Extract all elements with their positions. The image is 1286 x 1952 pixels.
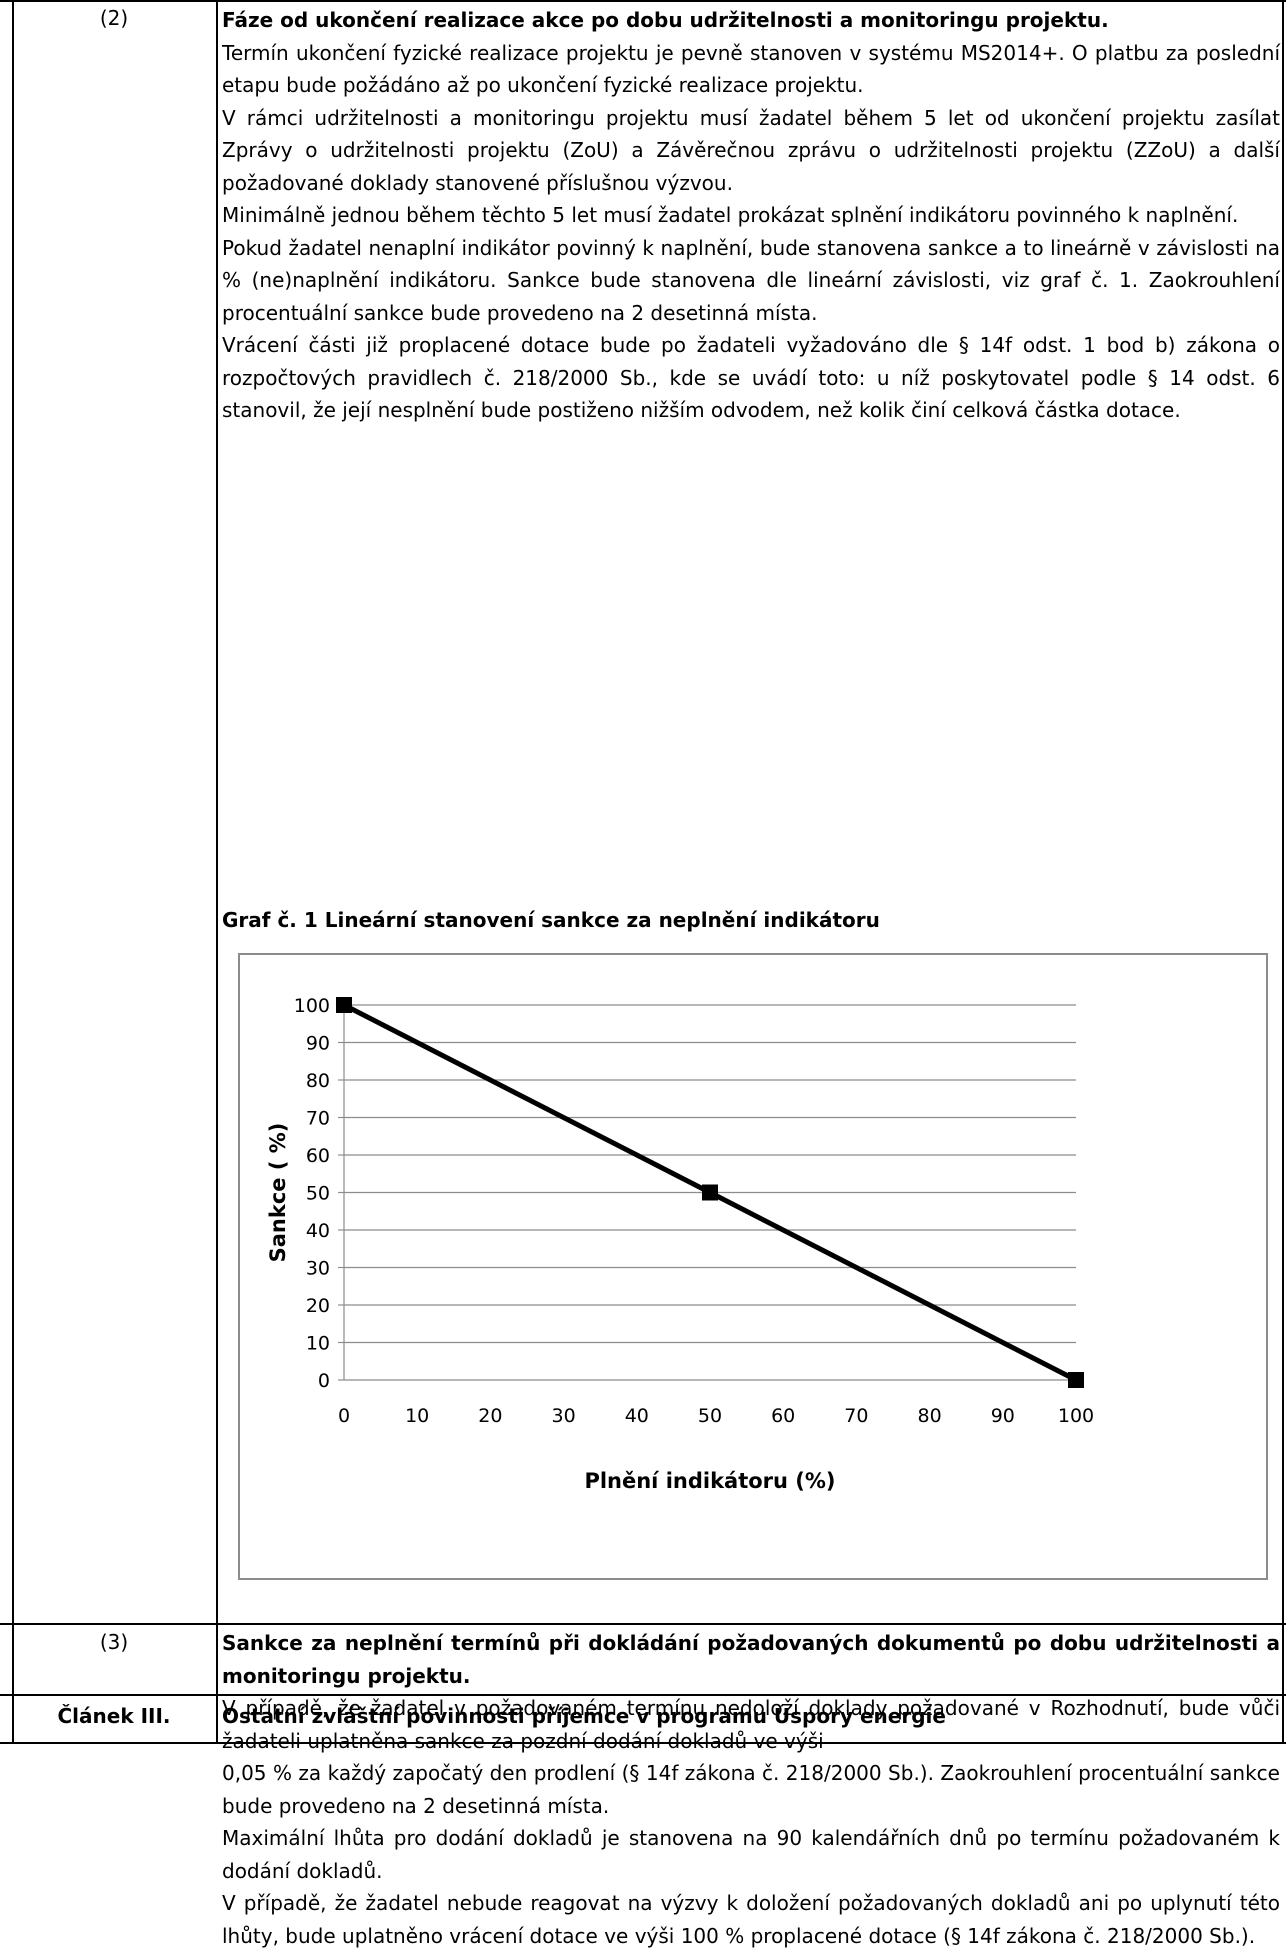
column-divider: [216, 0, 218, 1744]
x-tick-label: 10: [405, 1405, 429, 1427]
line-chart: 0 10 20 30 40 50 60 70 80 90 100 0 10 20 30 40 50 60 70 80 9…: [266, 995, 1094, 1493]
x-tick-label: 30: [552, 1405, 576, 1427]
y-tick-label: 40: [306, 1220, 330, 1242]
row-number: (2): [99, 6, 129, 30]
y-tick-label: 50: [306, 1183, 330, 1205]
y-tick-label: 90: [306, 1033, 330, 1055]
data-point-marker: [702, 1184, 718, 1201]
paragraph: 0,05 % za každý započatý den prodlení (§…: [222, 1761, 1280, 1818]
x-tick-label: 50: [698, 1405, 722, 1427]
y-tick-label: 30: [306, 1258, 330, 1280]
column-divider: [1282, 0, 1284, 1744]
section-3-text: Sankce za neplnění termínů při dokládání…: [222, 1627, 1280, 1952]
x-tick-label: 20: [478, 1405, 502, 1427]
row-divider: [0, 1742, 1286, 1744]
y-axis-title: Sankce ( %): [266, 1123, 290, 1263]
y-tick-label: 10: [306, 1333, 330, 1355]
article-number: Článek III.: [57, 1704, 171, 1728]
y-tick-label: 70: [306, 1108, 330, 1130]
row-divider: [0, 0, 1286, 2]
x-tick-label: 80: [918, 1405, 942, 1427]
y-tick-label: 80: [306, 1070, 330, 1092]
paragraph: Pokud žadatel nenaplní indikátor povinný…: [222, 235, 1280, 325]
y-tick-label: 100: [294, 995, 330, 1017]
row-number: (3): [99, 1630, 129, 1654]
section-2-text: Fáze od ukončení realizace akce po dobu …: [222, 4, 1280, 427]
data-point-marker: [336, 997, 352, 1013]
paragraph: Vrácení části již proplacené dotace bude…: [222, 333, 1280, 422]
paragraph: Minimálně jednou během těchto 5 let musí…: [222, 203, 1239, 227]
y-tick-label: 20: [306, 1295, 330, 1317]
article-heading: Ostatní zvláštní povinnosti příjemce v p…: [222, 1704, 946, 1728]
paragraph: Maximální lhůta pro dodání dokladů je st…: [222, 1826, 1280, 1883]
chart-frame: 0 10 20 30 40 50 60 70 80 90 100 0 10 20 30 40 50 60 70 80 9…: [238, 953, 1268, 1580]
paragraph: V rámci udržitelnosti a monitoringu proj…: [222, 105, 1280, 195]
column-divider: [12, 0, 14, 1744]
paragraph: V případě, že žadatel nebude reagovat na…: [222, 1891, 1280, 1948]
x-tick-label: 60: [771, 1405, 795, 1427]
x-tick-label: 90: [991, 1405, 1015, 1427]
x-tick-label: 0: [338, 1405, 350, 1427]
y-tick-label: 60: [306, 1145, 330, 1167]
chart-caption: Graf č. 1 Lineární stanovení sankce za n…: [222, 908, 880, 932]
x-axis-title: Plnění indikátoru (%): [584, 1469, 835, 1493]
section-heading: Fáze od ukončení realizace akce po dobu …: [222, 8, 1109, 32]
row-divider: [0, 1623, 1286, 1625]
data-point-marker: [1068, 1372, 1084, 1388]
section-heading: Sankce za neplnění termínů při dokládání…: [222, 1631, 1280, 1688]
row-divider: [0, 1694, 1286, 1696]
y-tick-label: 0: [318, 1370, 330, 1392]
x-tick-label: 100: [1058, 1405, 1094, 1427]
x-tick-label: 40: [625, 1405, 649, 1427]
x-tick-label: 70: [844, 1405, 868, 1427]
paragraph: Termín ukončení fyzické realizace projek…: [222, 40, 1280, 98]
document-table: [0, 0, 1286, 1744]
